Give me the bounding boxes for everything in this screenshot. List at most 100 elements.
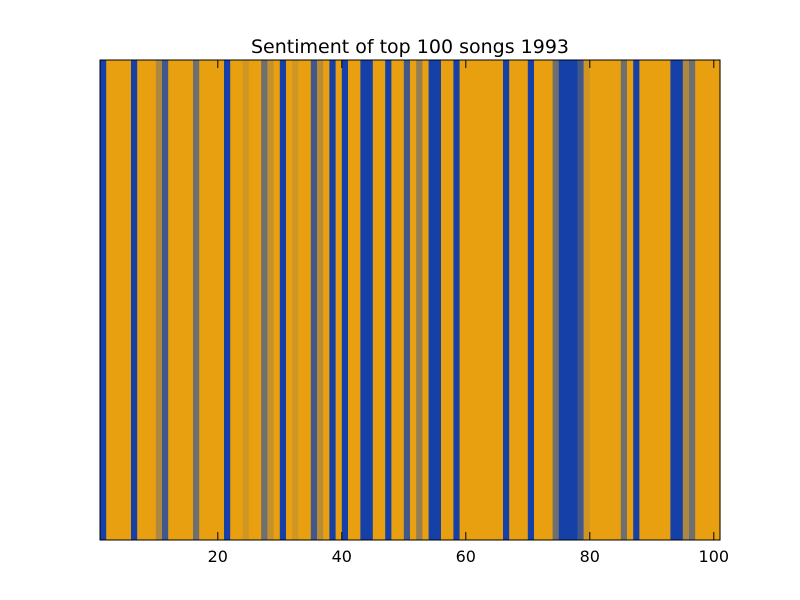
song-cell-71 [534,60,541,540]
x-tick-label-40: 40 [332,547,352,566]
song-cell-44 [366,60,374,540]
song-cell-73 [546,60,554,540]
song-cell-20 [217,60,225,540]
song-cell-37 [323,60,330,540]
song-cell-22 [230,60,237,540]
song-cell-89 [645,60,653,540]
song-cell-51 [410,60,417,540]
song-cell-41 [348,60,355,540]
song-cell-100 [713,60,721,540]
song-cell-67 [509,60,516,540]
song-cell-61 [472,60,479,540]
song-cell-46 [379,60,386,540]
song-cell-70 [527,60,535,540]
song-cell-33 [298,60,306,540]
song-cell-96 [689,60,696,540]
song-cell-59 [459,60,467,540]
song-cell-58 [453,60,461,540]
song-cell-18 [205,60,213,540]
song-cell-10 [155,60,163,540]
song-cell-26 [255,60,262,540]
song-cell-60 [465,60,473,540]
song-cell-65 [496,60,504,540]
song-cell-24 [242,60,250,540]
song-cell-21 [224,60,231,540]
song-cell-7 [137,60,144,540]
song-cell-17 [199,60,206,540]
song-cell-47 [385,60,392,540]
song-cell-62 [478,60,485,540]
song-cell-2 [106,60,113,540]
song-cell-83 [608,60,616,540]
plot-frame [99,59,721,541]
song-cell-49 [397,60,405,540]
song-cell-34 [304,60,312,540]
song-cell-53 [422,60,430,540]
x-tick-label-100: 100 [699,547,730,566]
song-cell-86 [627,60,634,540]
song-cell-25 [248,60,256,540]
song-cell-45 [372,60,380,540]
x-tick-label-60: 60 [456,547,476,566]
song-cell-6 [131,60,138,540]
song-cell-80 [589,60,597,540]
song-cell-91 [658,60,665,540]
song-cell-54 [428,60,436,540]
song-cell-74 [552,60,560,540]
song-cell-68 [515,60,523,540]
song-cell-13 [174,60,182,540]
song-cell-87 [633,60,640,540]
song-cell-48 [391,60,399,540]
song-cell-42 [354,60,361,540]
song-cell-55 [434,60,442,540]
song-cell-1 [100,60,107,540]
song-cell-19 [211,60,219,540]
song-cell-78 [577,60,585,540]
song-cell-66 [503,60,510,540]
song-cell-16 [193,60,200,540]
song-cell-28 [267,60,275,540]
song-cell-90 [651,60,659,540]
song-cell-15 [186,60,194,540]
song-cell-4 [118,60,126,540]
song-cell-64 [490,60,498,540]
song-cell-97 [695,60,702,540]
song-cell-99 [707,60,715,540]
song-cell-63 [484,60,492,540]
song-cell-75 [558,60,566,540]
song-cell-85 [620,60,628,540]
plot-area [100,60,721,540]
song-cell-94 [676,60,684,540]
song-cell-52 [416,60,423,540]
song-cell-35 [310,60,318,540]
chart-title: Sentiment of top 100 songs 1993 [251,36,569,58]
song-cell-23 [236,60,244,540]
song-cell-43 [360,60,368,540]
song-cell-14 [180,60,188,540]
song-cell-69 [521,60,529,540]
song-cell-76 [565,60,572,540]
song-cell-50 [403,60,411,540]
song-cell-36 [317,60,324,540]
song-cell-29 [273,60,281,540]
song-cell-81 [596,60,603,540]
song-cell-30 [279,60,287,540]
song-cell-27 [261,60,268,540]
song-cell-92 [664,60,671,540]
song-cell-8 [143,60,151,540]
song-cell-12 [168,60,175,540]
song-cell-5 [124,60,132,540]
song-cell-56 [441,60,448,540]
song-cell-11 [162,60,169,540]
song-cell-9 [149,60,157,540]
song-cell-32 [292,60,299,540]
x-tick-label-80: 80 [580,547,600,566]
x-tick-label-20: 20 [208,547,228,566]
song-cell-3 [112,60,120,540]
song-cell-93 [670,60,678,540]
song-cell-39 [335,60,343,540]
x-axis: 20 40 60 80 100 [208,60,729,566]
song-cell-98 [701,60,709,540]
song-cell-40 [341,60,349,540]
